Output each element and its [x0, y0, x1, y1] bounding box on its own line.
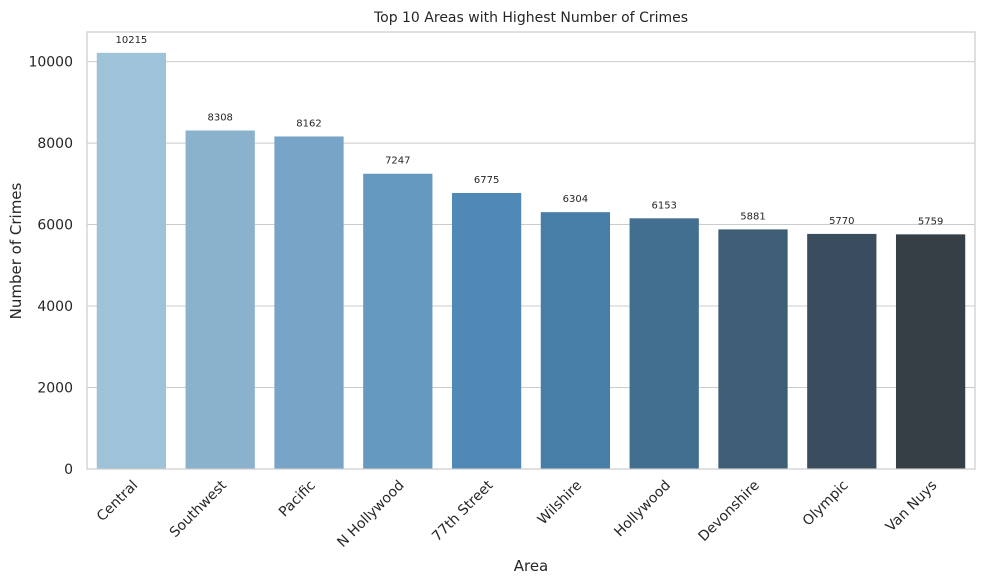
x-tick-label: N Hollywood — [334, 478, 407, 551]
bars — [96, 52, 966, 470]
bar — [540, 212, 611, 469]
x-tick-label: Central — [94, 478, 141, 525]
y-tick-label: 8000 — [37, 136, 73, 152]
y-tick-labels: 0 2000 4000 6000 8000 10000 — [28, 55, 73, 478]
y-tick-label: 6000 — [37, 218, 73, 234]
axes-frame — [86, 31, 976, 470]
bar — [895, 234, 966, 469]
bar-value-label: 5759 — [918, 216, 943, 227]
x-tick-label: Wilshire — [535, 478, 586, 529]
chart-title: Top 10 Areas with Highest Number of Crim… — [373, 10, 688, 26]
bar-value-label: 6153 — [651, 200, 676, 211]
bar — [96, 52, 167, 470]
bar-value-label: 5881 — [740, 211, 765, 222]
x-tick-label: Devonshire — [695, 478, 762, 545]
bar — [451, 192, 522, 470]
bar — [363, 173, 433, 470]
bar-value-label: 7247 — [385, 156, 410, 167]
x-tick-label: Van Nuys — [883, 478, 941, 536]
x-tick-label: Southwest — [167, 477, 231, 541]
bar-value-label: 8162 — [296, 118, 321, 129]
y-axis-label: Number of Crimes — [7, 182, 25, 319]
bar-value-label: 10215 — [115, 35, 147, 46]
bar-value-label: 6304 — [563, 194, 588, 205]
bar — [185, 130, 255, 469]
bar-value-label: 5770 — [829, 216, 854, 227]
bar-value-label: 6775 — [474, 175, 499, 186]
y-tick-label: 4000 — [37, 299, 73, 315]
bar — [629, 218, 699, 469]
bar — [274, 136, 344, 469]
x-axis-label: Area — [514, 557, 549, 575]
x-tick-label: Hollywood — [611, 478, 674, 541]
bar-value-label: 8308 — [207, 113, 232, 124]
data-labels: 10215 8308 8162 7247 6775 6304 6153 5881 5770 575… — [115, 35, 943, 228]
x-tick-label: 77th Street — [429, 477, 497, 545]
bar — [718, 229, 788, 469]
x-tick-label: Pacific — [276, 478, 319, 521]
y-tick-label: 0 — [64, 462, 73, 478]
x-tick-labels: Central Southwest Pacific N Hollywood 77th S… — [94, 477, 941, 551]
y-tick-label: 2000 — [37, 381, 73, 397]
x-tick-label: Olympic — [800, 478, 852, 530]
bar — [807, 233, 877, 469]
y-tick-label: 10000 — [28, 55, 73, 71]
